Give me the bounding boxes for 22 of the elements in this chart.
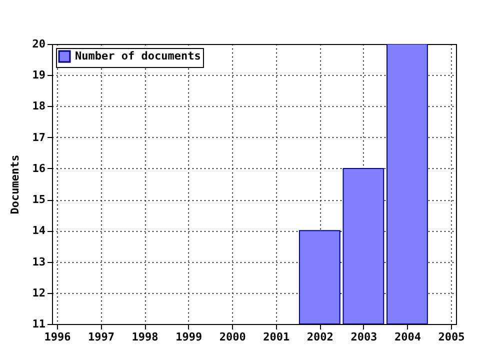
x-tick-label: 2001 xyxy=(263,330,290,344)
x-tick-label: 1998 xyxy=(132,330,158,344)
x-tick-label: 2002 xyxy=(306,330,334,344)
y-tick-label: 18 xyxy=(32,100,46,113)
y-tick-label: 17 xyxy=(32,130,46,144)
y-tick-label: 20 xyxy=(32,38,46,50)
y-tick-label: 15 xyxy=(32,193,46,206)
x-tick-label: 2000 xyxy=(219,330,246,344)
x-tick-label: 1999 xyxy=(176,330,202,344)
x-tick-label: 2005 xyxy=(438,330,465,344)
x-tick-label: 1997 xyxy=(88,330,115,344)
y-tick-label: 13 xyxy=(32,255,46,268)
x-tick-label: 2003 xyxy=(350,330,378,344)
y-tick-label: 19 xyxy=(32,68,46,82)
x-tick-label: 2004 xyxy=(394,330,422,344)
y-tick-label: 12 xyxy=(32,286,46,300)
y-axis-title: Documents xyxy=(8,154,22,214)
x-tick-label: 1996 xyxy=(44,330,72,344)
y-tick-label: 16 xyxy=(32,162,46,175)
legend-label: Number of documents xyxy=(75,50,201,62)
y-tick-label: 14 xyxy=(32,224,46,238)
y-tick-label: 11 xyxy=(32,318,46,330)
